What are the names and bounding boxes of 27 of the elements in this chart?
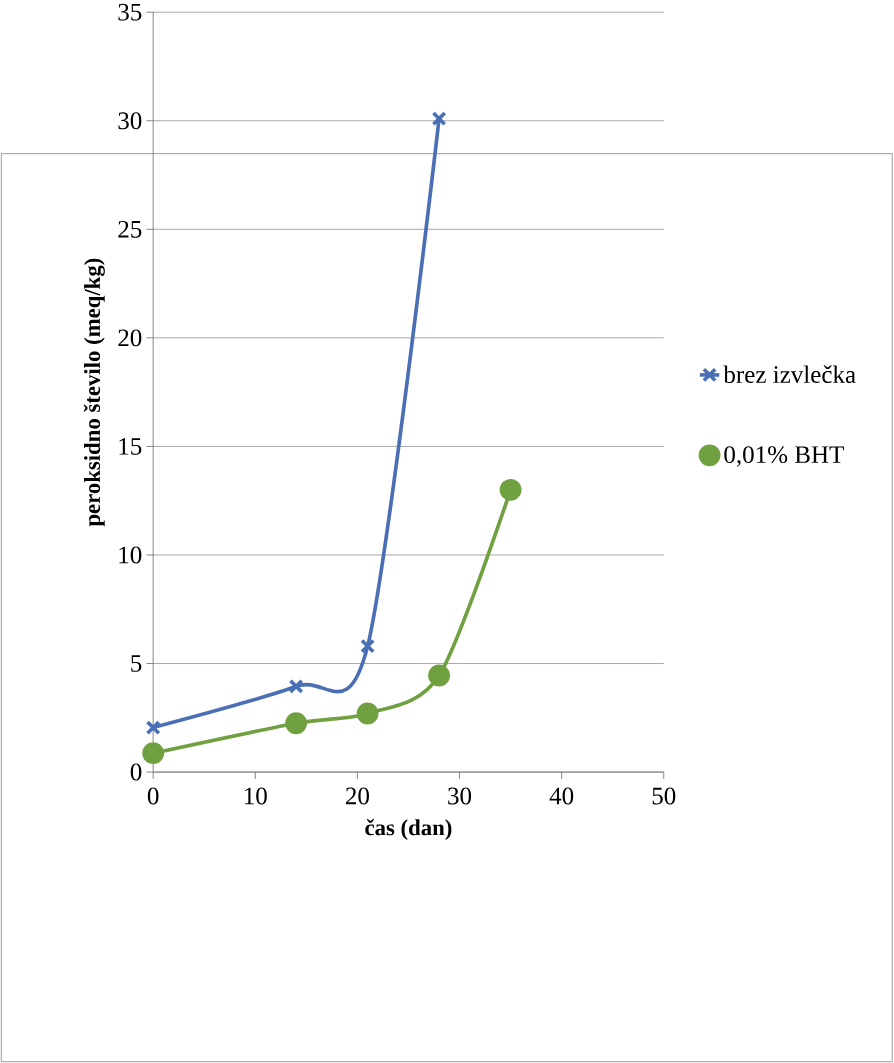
x-axis-title: čas (dan) <box>365 819 452 840</box>
x-tick-label: 10 <box>245 787 268 805</box>
x-tick-label: 50 <box>652 787 676 805</box>
x-tick-label: 20 <box>346 787 370 805</box>
y-tick-label: 30 <box>118 112 142 130</box>
y-tick-label: 10 <box>119 546 142 564</box>
legend-label: 0,01% BHT <box>724 446 845 467</box>
y-tick-label: 15 <box>119 438 142 455</box>
point <box>145 720 161 736</box>
y-tick-label: 20 <box>118 329 142 347</box>
point <box>428 664 451 687</box>
point <box>499 478 522 501</box>
x-tick-label: 0 <box>148 787 159 805</box>
point <box>356 702 379 725</box>
x-tick-label: 30 <box>448 787 472 805</box>
point <box>288 678 304 694</box>
x-tick-label: 40 <box>549 787 574 805</box>
y-tick-label: 0 <box>130 763 142 781</box>
y-axis-title: peroksidno število (meq/kg) <box>84 258 106 527</box>
point <box>360 638 376 654</box>
point <box>285 712 308 735</box>
y-tick-label: 35 <box>118 3 142 21</box>
point <box>142 742 165 765</box>
y-tick-label: 5 <box>131 655 142 672</box>
legend-label: brez izvlečka <box>723 365 857 384</box>
point <box>431 111 447 127</box>
y-tick-label: 25 <box>118 220 142 238</box>
